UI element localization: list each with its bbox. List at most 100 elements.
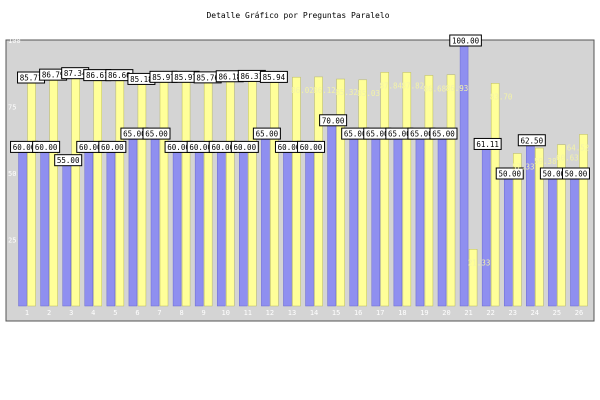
data-label-box-a [142,127,171,140]
data-label-a: 65.00 [366,130,389,139]
x-tick-label: 20 [442,309,450,317]
bar-series-b [181,77,191,307]
data-label-a: 62.50 [521,136,544,145]
data-label-a: 60.00 [79,143,102,152]
data-label-b: 85.32 [335,88,358,97]
data-label-b: 85.94 [263,73,286,82]
data-label-box-a [297,140,326,153]
data-label-b: 86.18 [218,72,241,81]
x-tick-label: 11 [244,309,252,317]
x-tick-label: 26 [575,309,583,317]
data-label-b: 85.76 [196,73,219,82]
x-tick-label: 4 [91,309,95,317]
data-label-a: 60.00 [300,143,323,152]
bar-series-b [314,76,323,307]
bar-series-b [71,73,80,307]
bar-series-b [203,77,213,307]
bar-series-b [380,72,390,307]
bar-series-b [292,76,301,307]
bar-series-a [239,146,248,307]
bar-series-b [93,75,103,307]
data-label-box-a [230,140,259,153]
bar-series-a [570,172,579,307]
data-label-a: 60.00 [167,143,190,152]
data-label-a: 65.00 [432,130,455,139]
bar-series-a [62,159,71,307]
bar-series-a [194,146,204,307]
data-label-b: 85.03 [357,89,380,98]
data-label-b: 86.61 [86,71,109,80]
x-tick-label: 1 [25,309,29,317]
bar-series-b [248,76,257,307]
x-tick-label: 25 [553,309,561,317]
data-label-box-a [561,167,590,180]
data-label-b: 86.60 [108,71,131,80]
x-tick-label: 9 [202,309,206,317]
x-tick-label: 17 [376,309,384,317]
data-label-b: 57.33 [512,163,535,172]
x-tick-label: 10 [222,309,230,317]
bar-series-a [172,146,182,307]
x-tick-label: 24 [531,309,539,317]
x-tick-label: 12 [266,309,274,317]
data-label-a: 60.00 [35,143,58,152]
bar-series-b [137,79,147,307]
x-tick-label: 5 [113,309,117,317]
bar-series-b [490,83,500,307]
data-label-b: 86.68 [424,84,447,93]
bar-series-b [159,77,169,307]
data-label-b: 85.97 [174,73,197,82]
bar-series-b [579,134,588,307]
data-label-box-a [319,114,348,127]
bar-series-a [327,119,336,307]
x-tick-label: 8 [179,309,183,317]
x-tick-label: 13 [288,309,296,317]
bar-series-b [446,74,456,307]
data-label-box-a [252,127,281,140]
bar-series-b [115,75,125,307]
y-tick-label: 25 [8,237,16,245]
x-tick-label: 19 [420,309,428,317]
bar-series-a [371,132,381,307]
data-label-a: 50.00 [498,170,521,179]
data-label-a: 61.11 [476,140,499,149]
data-label-a: 65.00 [145,130,168,139]
x-tick-label: 7 [157,309,161,317]
data-label-a: 60.00 [101,143,124,152]
x-tick-label: 16 [354,309,362,317]
data-label-b: 86.12 [313,86,336,95]
data-label-a: 65.00 [388,130,411,139]
data-label-a: 50.00 [543,170,566,179]
bar-series-a [548,172,557,307]
data-label-box-a [429,127,458,140]
data-label-a: 70.00 [322,116,345,125]
bar-series-a [503,172,513,307]
x-tick-label: 2 [47,309,51,317]
data-label-b: 85.71 [20,74,43,83]
data-label-a: 50.00 [565,170,588,179]
bar-series-a [481,143,491,307]
data-label-a: 60.00 [234,143,257,152]
bar-series-a [18,146,27,307]
bar-series-b [336,78,345,307]
data-label-b: 86.93 [446,84,469,93]
y-tick-label: 75 [8,104,16,112]
data-label-a: 60.00 [189,143,212,152]
bar-series-a [40,146,49,307]
bars [18,39,588,307]
bar-series-b [27,77,36,307]
bar-series-b [468,249,478,307]
bar-series-b [424,75,434,307]
bar-series-a [393,132,403,307]
bar-series-b [402,72,412,307]
data-label-b: 86.79 [42,71,65,80]
x-tick-label: 18 [398,309,406,317]
data-label-box-a [54,154,83,167]
data-label-b: 85.18 [130,75,153,84]
x-tick-label: 14 [310,309,318,317]
x-tick-label: 22 [486,309,494,317]
y-tick-label: 50 [8,170,16,178]
x-axis-ticks: 1 2 3 4 5 6 7 8 9 10 11 12 13 14 15 16 17 18 19 20 21 22 23 24 2… [25,309,583,317]
x-tick-label: 23 [509,309,517,317]
